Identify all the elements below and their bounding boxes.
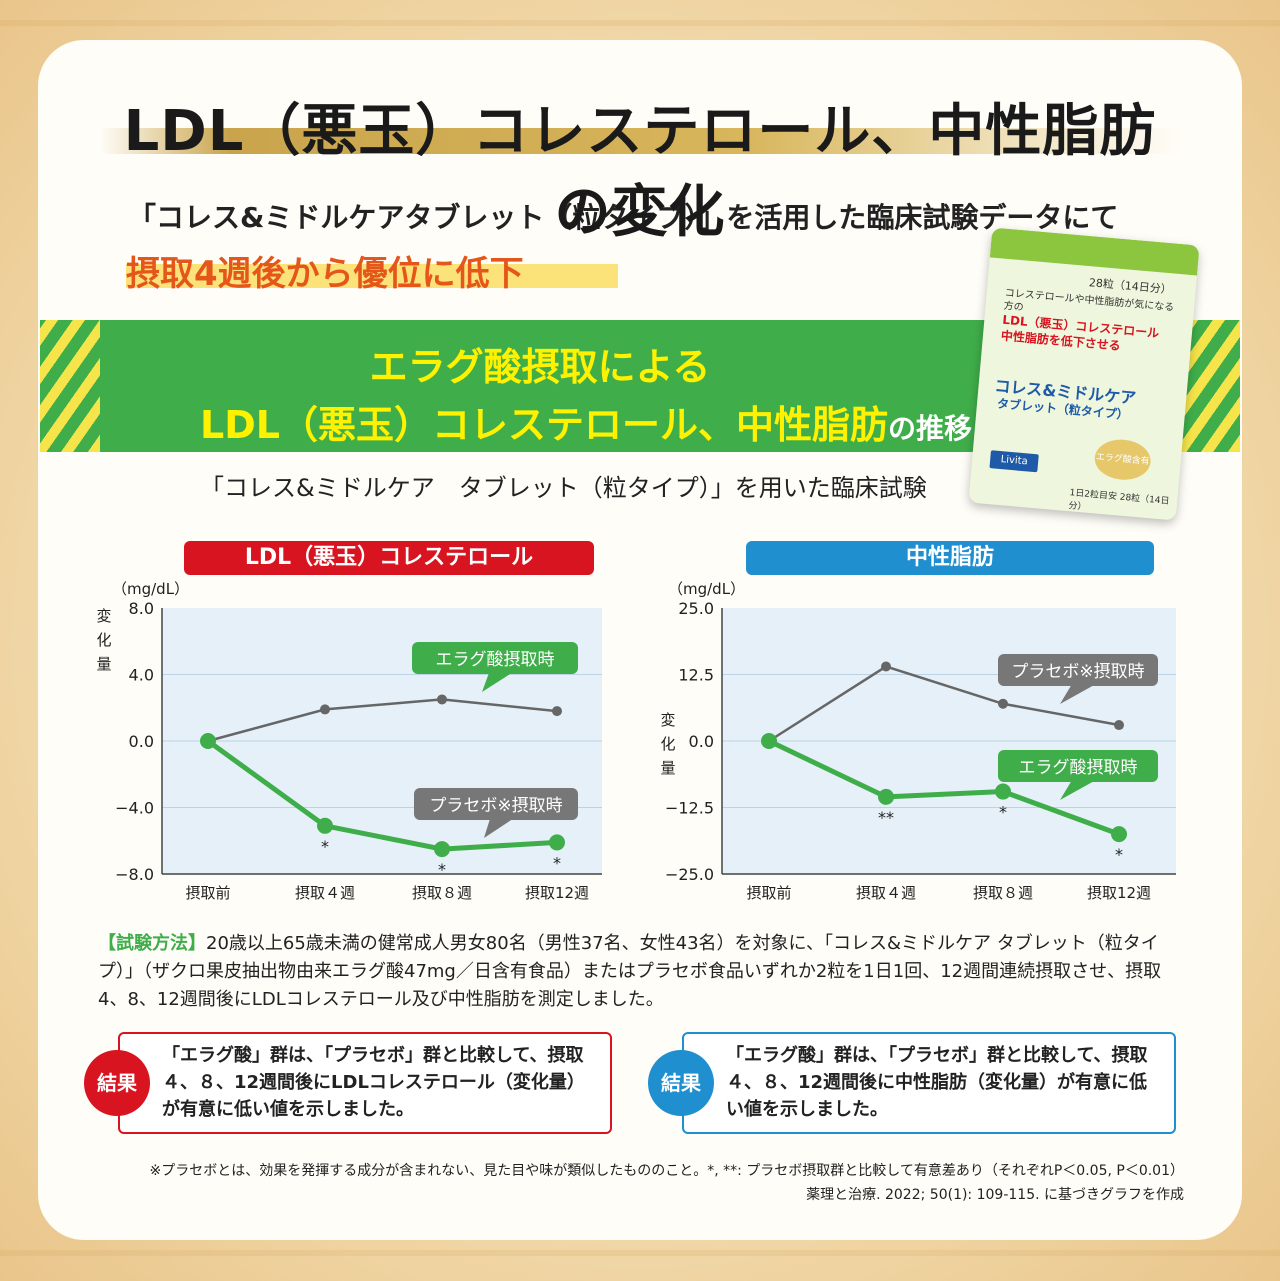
y-tick-label: −4.0 [115, 799, 154, 818]
series-callout-label: プラセボ※摂取時 [1011, 662, 1144, 682]
series-callout-pointer [1060, 684, 1096, 704]
banner-line-1: エラグ酸摂取による [369, 345, 711, 389]
ldl-result-box [118, 1032, 612, 1134]
package-count: 28粒（14日分） [1088, 276, 1173, 297]
y-tick-label: 0.0 [129, 732, 154, 751]
significance-marker: * [438, 860, 446, 879]
x-tick-label: 摂取８週 [412, 884, 472, 902]
placebo-series-line [207, 698, 558, 743]
ellagic-point [761, 733, 777, 749]
tg-unit: （mg/dL） [668, 580, 746, 598]
ellagic-point [434, 841, 450, 858]
ldl-result-text: 「エラグ酸」群は、「プラセボ」群と比較して、摂取４、８、12週間後にLDLコレス… [162, 1045, 585, 1120]
tg-result-badge: 結果 [648, 1050, 714, 1116]
highlight-text: 摂取4週後から優位に低下 [126, 254, 524, 294]
x-tick-label: 摂取前 [185, 884, 230, 902]
x-tick-label: 摂取８週 [973, 884, 1033, 902]
placebo-point [1114, 720, 1124, 731]
ldl-result-badge: 結果 [84, 1050, 150, 1116]
ellagic-point [995, 783, 1011, 800]
significance-marker: * [999, 803, 1007, 822]
significance-marker: * [321, 837, 329, 856]
footnote: ※プラセボとは、効果を発揮する成分が含まれない、見た目や味が類似したもののこと。… [149, 1163, 1184, 1179]
wood-texture [0, 20, 1280, 26]
y-tick-label: 0.0 [689, 732, 714, 751]
placebo-point [437, 694, 447, 705]
ellagic-point [200, 733, 216, 749]
ldl-y-axis-title: 変化量 [96, 607, 112, 673]
title-underline [100, 128, 1180, 154]
y-tick-label: 4.0 [129, 666, 154, 685]
series-callout-pointer [482, 672, 514, 692]
series-callout-box [998, 654, 1158, 686]
placebo-point [552, 706, 562, 717]
x-tick-label: 摂取12週 [1087, 884, 1151, 902]
tg-chart-title: 中性脂肪 [746, 541, 1154, 575]
y-tick-label: 8.0 [129, 599, 154, 618]
product-package: 28粒（14日分） コレステロールや中性脂肪が気になる方の LDL（悪玉）コレス… [968, 227, 1200, 521]
ellagic-point [1111, 826, 1127, 843]
banner-stripes-left [40, 320, 100, 452]
series-callout-label: エラグ酸摂取時 [1019, 758, 1138, 778]
x-tick-label: 摂取前 [746, 884, 791, 902]
series-callout-box [998, 750, 1158, 782]
series-callout-label: プラセボ※摂取時 [429, 796, 562, 816]
y-tick-label: 12.5 [678, 666, 714, 685]
tg-result-box [682, 1032, 1176, 1134]
series-callout-pointer [484, 818, 515, 838]
page-title: LDL（悪玉）コレステロール、中性脂肪の変化 [123, 99, 1157, 245]
placebo-point [881, 661, 891, 672]
y-tick-label: −25.0 [665, 865, 714, 884]
package-claim-text: コレステロールや中性脂肪が気になる方の LDL（悪玉）コレステロール 中性脂肪を… [1000, 287, 1174, 359]
placebo-series-line [768, 665, 1120, 743]
highlight-marker [126, 264, 618, 288]
significance-marker: * [553, 853, 561, 872]
highlight: 摂取4週後から優位に低下 [126, 246, 618, 295]
x-tick-label: 摂取４週 [856, 884, 916, 902]
ellagic-series-line [206, 738, 558, 852]
intro-text: 「コレス&ミドルケアタブレット（粒タイプ）」を活用した臨床試験データにて [128, 201, 1119, 234]
significance-marker: * [1115, 845, 1123, 864]
ldl-chart-title: LDL（悪玉）コレステロール [184, 541, 594, 575]
banner-line-2-suffix: の推移 [887, 412, 972, 445]
y-tick-label: 25.0 [678, 599, 714, 618]
series-callout-box [412, 642, 578, 674]
wood-texture [0, 1250, 1280, 1256]
ellagic-point [878, 788, 894, 805]
test-method: 【試験方法】20歳以上65歳未満の健常成人男女80名（男性37名、女性43名）を… [98, 930, 1188, 1014]
banner-line-2: LDL（悪玉）コレステロール、中性脂肪の推移 [200, 394, 972, 449]
series-callout-pointer [1060, 780, 1096, 800]
x-tick-label: 摂取12週 [525, 884, 589, 902]
ldl-chart: 8.0 4.0 0.0 −4.0 −8.0 摂取前 摂取４週 摂取８週 摂取12週 * * * エラグ酸… [115, 599, 602, 902]
ellagic-series-line [767, 738, 1120, 837]
brand-logo: Livita [989, 450, 1039, 473]
method-text: 20歳以上65歳未満の健常成人男女80名（男性37名、女性43名）を対象に、「コ… [98, 933, 1162, 1010]
trial-caption: 「コレス&ミドルケア タブレット（粒タイプ）」を用いた臨床試験 [200, 474, 927, 502]
series-callout-box [414, 788, 578, 820]
ellagic-point [317, 817, 333, 834]
placebo-point [320, 704, 330, 715]
tg-result-text: 「エラグ酸」群は、「プラセボ」群と比較して、摂取４、８、12週間後に中性脂肪（変… [726, 1045, 1148, 1120]
method-tag: 【試験方法】 [98, 933, 206, 954]
banner-line-2-main: LDL（悪玉）コレステロール、中性脂肪 [200, 403, 888, 447]
tg-y-axis-title: 変化量 [660, 711, 676, 777]
significance-marker: ** [878, 808, 894, 827]
ellagic-point [549, 834, 565, 851]
y-tick-label: −12.5 [665, 799, 714, 818]
series-callout-label: エラグ酸摂取時 [436, 650, 555, 670]
y-tick-label: −8.0 [115, 865, 154, 884]
placebo-point [998, 698, 1008, 709]
citation: 薬理と治療. 2022; 50(1): 109-115. に基づきグラフを作成 [806, 1187, 1184, 1203]
package-seal: エラグ酸含有 [1093, 437, 1153, 483]
ldl-unit: （mg/dL） [112, 580, 190, 598]
x-tick-label: 摂取４週 [295, 884, 355, 902]
